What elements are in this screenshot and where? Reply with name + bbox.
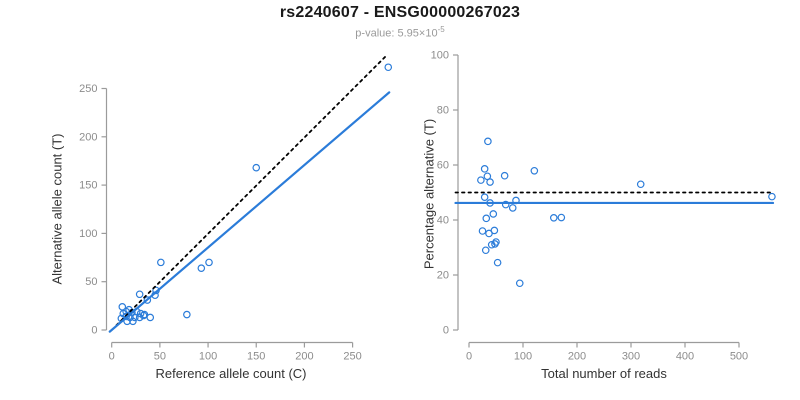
- right-data-point: [557, 213, 566, 222]
- right-y-tick-label: 0: [443, 325, 449, 337]
- left-y-tick-label: 100: [79, 228, 97, 240]
- left-data-point: [135, 290, 144, 299]
- right-data-point: [482, 214, 491, 223]
- right-data-point: [486, 178, 494, 186]
- left-data-point: [146, 313, 155, 322]
- right-x-tick-label: 400: [676, 351, 694, 363]
- left-y-tick-label: 200: [79, 131, 97, 143]
- right-data-point: [501, 200, 510, 209]
- right-y-tick-label: 60: [437, 160, 449, 172]
- left-y-axis-title: Alternative allele count (T): [49, 133, 65, 285]
- left-x-axis-title: Reference allele count (C): [155, 366, 307, 381]
- right-data-point: [477, 176, 485, 184]
- right-x-tick-label: 0: [466, 351, 472, 363]
- right-data-point: [489, 210, 498, 218]
- right-y-tick-label: 40: [437, 215, 449, 227]
- right-data-point: [484, 137, 492, 146]
- left-data-point: [143, 296, 152, 304]
- left-x-tick-label: 50: [154, 351, 166, 363]
- right-y-axis-title: Percentage alternative (T): [421, 118, 437, 270]
- left-data-point: [205, 258, 213, 267]
- pvalue-subtitle: p-value: 5.95×10-5: [0, 25, 800, 40]
- left-data-point: [122, 312, 130, 321]
- left-data-point: [252, 163, 261, 172]
- right-data-point: [530, 166, 539, 175]
- left-y-tick-label: 150: [79, 180, 97, 192]
- right-data-point: [500, 171, 509, 180]
- left-y-tick-label: 0: [91, 325, 97, 337]
- right-data-point: [481, 246, 490, 255]
- right-x-tick-label: 100: [514, 351, 532, 363]
- right-x-axis-title: Total number of reads: [541, 366, 667, 381]
- left-x-tick-label: 0: [109, 351, 115, 363]
- right-y-tick-label: 20: [437, 270, 449, 282]
- pvalue-base: p-value: 5.95×10: [355, 27, 438, 40]
- right-data-point: [549, 214, 558, 222]
- left-data-point: [197, 264, 206, 272]
- right-x-tick-label: 300: [622, 351, 640, 363]
- right-data-point: [515, 279, 524, 288]
- right-data-point: [480, 193, 489, 201]
- left-x-tick-label: 250: [343, 351, 361, 363]
- right-data-point: [508, 204, 517, 212]
- right-x-tick-label: 200: [568, 351, 586, 363]
- left-identity-line: [115, 53, 389, 327]
- left-x-tick-label: 200: [295, 351, 313, 363]
- page-title: rs2240607 - ENSG00000267023: [279, 4, 521, 21]
- left-data-point: [139, 311, 148, 320]
- pvalue-exponent: -5: [437, 25, 445, 34]
- right-x-tick-label: 500: [730, 351, 748, 363]
- right-data-point: [492, 238, 500, 246]
- right-data-point: [490, 226, 499, 235]
- left-data-point: [129, 317, 137, 326]
- right-data-point: [478, 227, 487, 235]
- left-data-point: [140, 310, 149, 319]
- right-data-point: [480, 165, 489, 173]
- left-data-point: [384, 63, 393, 72]
- right-y-tick-label: 100: [431, 50, 449, 62]
- right-data-point: [636, 180, 645, 189]
- left-data-point: [157, 258, 165, 267]
- left-y-tick-label: 250: [79, 83, 97, 95]
- right-y-tick-label: 80: [437, 105, 449, 117]
- left-x-tick-label: 100: [199, 351, 217, 363]
- right-data-point: [768, 192, 776, 201]
- left-y-tick-label: 50: [85, 276, 97, 288]
- right-data-point: [493, 258, 502, 267]
- left-fit-line: [108, 91, 391, 333]
- left-data-point: [183, 310, 191, 319]
- left-x-tick-label: 150: [247, 351, 265, 363]
